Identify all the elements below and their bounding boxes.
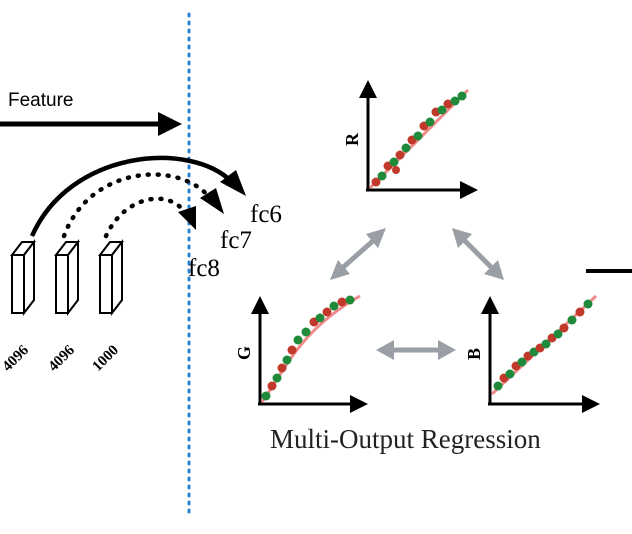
curve-arrowhead-fc8 <box>178 206 196 230</box>
curve-arrowhead-fc7 <box>200 188 224 214</box>
double-arrow-r-b <box>452 228 504 280</box>
plot-g-y-arrowhead <box>251 296 269 314</box>
curve-arrowhead-fc6 <box>220 170 246 196</box>
curve-arrow-fc6 <box>29 155 234 237</box>
plot-b-points <box>493 299 593 391</box>
layer-label-fc8: fc8 <box>188 255 220 282</box>
curve-arrow-fc7 <box>61 172 213 239</box>
plot-g-points <box>261 295 355 401</box>
layer-size-fc6: 4096 <box>0 342 32 375</box>
caption: Multi-Output Regression <box>270 424 541 454</box>
feature-label: Feature <box>8 90 73 111</box>
curve-arrow-fc8 <box>103 196 189 239</box>
plot-b-x-arrowhead <box>582 395 600 413</box>
plot-r-axis-label: R <box>342 132 362 146</box>
layer-block-fc7 <box>53 239 81 316</box>
layer-block-fc8 <box>97 239 125 316</box>
layer-label-fc6: fc6 <box>250 201 282 228</box>
feature-arrowhead <box>158 112 182 136</box>
plot-r-y-arrowhead <box>359 80 377 98</box>
plot-g-x-arrowhead <box>350 395 368 413</box>
layer-size-fc7: 4096 <box>46 342 79 375</box>
plot-b: B <box>464 294 600 413</box>
plot-r-x-arrowhead <box>460 181 478 199</box>
layer-block-fc6 <box>9 239 37 316</box>
plot-b-axis-label: B <box>464 348 484 360</box>
plot-r: R <box>342 80 478 199</box>
plot-g-fit-line <box>260 294 361 403</box>
plot-g-axis-label: G <box>234 346 254 360</box>
plot-b-y-arrowhead <box>481 296 499 314</box>
layer-label-fc7: fc7 <box>220 227 252 254</box>
double-arrow-r-g <box>330 228 386 280</box>
plot-g: G <box>234 294 368 413</box>
plot-r-points <box>371 91 467 187</box>
layer-size-fc8: 1000 <box>90 342 123 375</box>
double-arrow-g-b <box>376 340 456 360</box>
